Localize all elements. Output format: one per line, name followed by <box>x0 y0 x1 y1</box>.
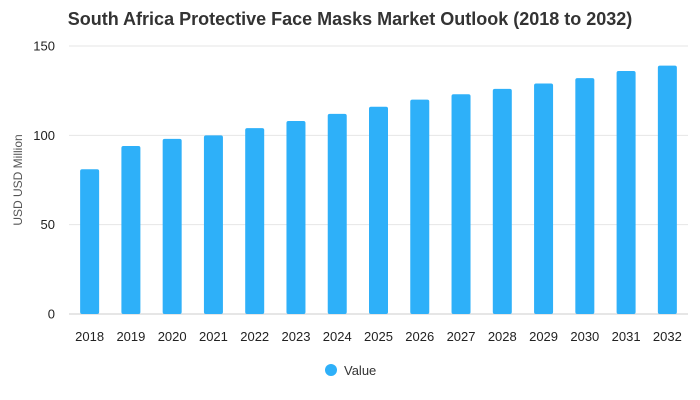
y-tick-label: 0 <box>48 307 55 322</box>
x-tick-label: 2027 <box>447 329 476 344</box>
y-axis-label: USD USD Million <box>11 134 25 225</box>
bar-2018[interactable] <box>80 169 100 314</box>
bar-2019[interactable] <box>121 146 141 314</box>
x-tick-label: 2022 <box>240 329 269 344</box>
bar-2023[interactable] <box>286 121 306 314</box>
legend-swatch-value <box>325 364 337 376</box>
x-tick-label: 2020 <box>158 329 187 344</box>
bar-2026[interactable] <box>410 99 430 314</box>
bar-2021[interactable] <box>203 135 223 314</box>
y-tick-label: 150 <box>33 39 55 54</box>
x-tick-label: 2028 <box>488 329 517 344</box>
bar-2030[interactable] <box>575 78 595 314</box>
bar-2029[interactable] <box>534 83 554 315</box>
x-tick-label: 2026 <box>405 329 434 344</box>
x-tick-label: 2019 <box>116 329 145 344</box>
y-axis: 0 50 100 150 <box>33 39 55 322</box>
legend-label-value: Value <box>344 363 376 378</box>
chart-title: South Africa Protective Face Masks Marke… <box>68 9 633 29</box>
bars <box>80 65 677 315</box>
y-tick-label: 50 <box>41 217 55 232</box>
x-tick-label: 2031 <box>612 329 641 344</box>
bar-2024[interactable] <box>327 113 347 314</box>
bar-2020[interactable] <box>162 138 182 314</box>
bar-2028[interactable] <box>492 88 512 314</box>
x-axis: 2018 2019 2020 2021 2022 2023 2024 2025 2026 2027… <box>75 329 682 344</box>
bar-2031[interactable] <box>616 71 636 314</box>
bar-2032[interactable] <box>657 65 677 314</box>
bar-2027[interactable] <box>451 94 471 315</box>
x-tick-label: 2024 <box>323 329 352 344</box>
x-tick-label: 2018 <box>75 329 104 344</box>
x-tick-label: 2030 <box>570 329 599 344</box>
x-tick-label: 2029 <box>529 329 558 344</box>
y-tick-label: 100 <box>33 128 55 143</box>
bar-2022[interactable] <box>245 128 265 314</box>
x-tick-label: 2025 <box>364 329 393 344</box>
legend[interactable]: Value <box>325 363 376 378</box>
x-tick-label: 2023 <box>282 329 311 344</box>
bar-2025[interactable] <box>369 106 388 314</box>
x-tick-label: 2032 <box>653 329 682 344</box>
x-tick-label: 2021 <box>199 329 228 344</box>
